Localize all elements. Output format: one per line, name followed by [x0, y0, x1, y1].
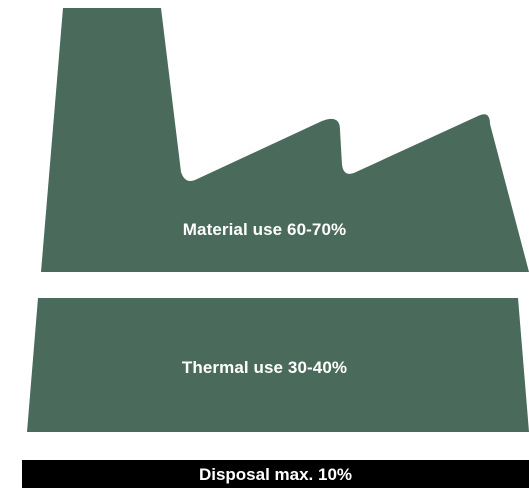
material-use-label: Material use 60-70% [182, 220, 347, 239]
material-use-factory-shape [41, 8, 529, 272]
thermal-use-block [27, 298, 529, 432]
disposal-bar: Disposal max. 10% [22, 460, 529, 488]
thermal-use-label: Thermal use 30-40% [181, 358, 348, 377]
disposal-label: Disposal max. 10% [198, 465, 353, 484]
